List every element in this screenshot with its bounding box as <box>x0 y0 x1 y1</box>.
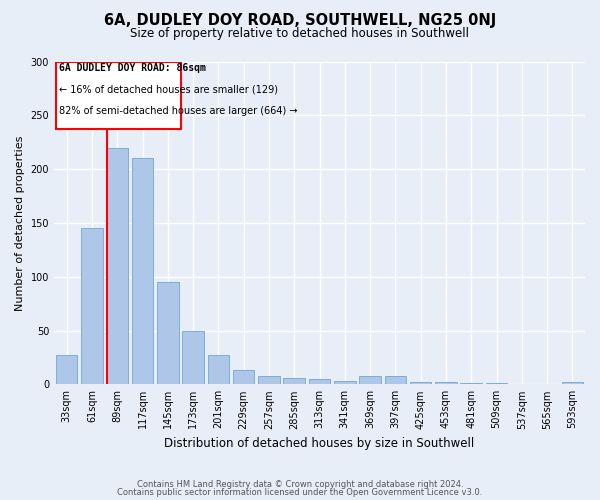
Bar <box>435 382 457 384</box>
Bar <box>410 382 431 384</box>
Text: ← 16% of detached houses are smaller (129): ← 16% of detached houses are smaller (12… <box>59 84 278 94</box>
Bar <box>562 382 583 384</box>
Text: 82% of semi-detached houses are larger (664) →: 82% of semi-detached houses are larger (… <box>59 106 298 116</box>
Bar <box>81 228 103 384</box>
Text: Size of property relative to detached houses in Southwell: Size of property relative to detached ho… <box>131 28 470 40</box>
Text: 6A DUDLEY DOY ROAD: 86sqm: 6A DUDLEY DOY ROAD: 86sqm <box>59 62 206 72</box>
Bar <box>233 370 254 384</box>
FancyBboxPatch shape <box>56 62 181 130</box>
Bar <box>334 381 356 384</box>
Bar <box>157 282 179 384</box>
Text: 6A, DUDLEY DOY ROAD, SOUTHWELL, NG25 0NJ: 6A, DUDLEY DOY ROAD, SOUTHWELL, NG25 0NJ <box>104 12 496 28</box>
Bar <box>486 383 507 384</box>
Bar <box>258 376 280 384</box>
Bar <box>208 356 229 384</box>
Bar <box>56 356 77 384</box>
Y-axis label: Number of detached properties: Number of detached properties <box>15 135 25 310</box>
X-axis label: Distribution of detached houses by size in Southwell: Distribution of detached houses by size … <box>164 437 475 450</box>
Bar <box>132 158 153 384</box>
Bar <box>182 330 204 384</box>
Text: Contains HM Land Registry data © Crown copyright and database right 2024.: Contains HM Land Registry data © Crown c… <box>137 480 463 489</box>
Bar <box>309 379 330 384</box>
Bar <box>460 383 482 384</box>
Bar <box>283 378 305 384</box>
Text: Contains public sector information licensed under the Open Government Licence v3: Contains public sector information licen… <box>118 488 482 497</box>
Bar <box>107 148 128 384</box>
Bar <box>359 376 381 384</box>
Bar <box>385 376 406 384</box>
